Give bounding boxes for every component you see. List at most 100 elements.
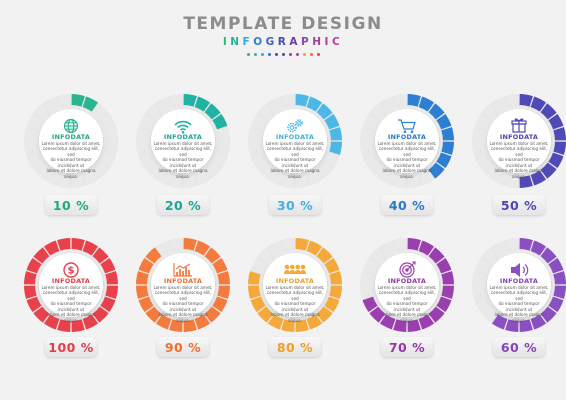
percent-pill xyxy=(157,337,209,357)
percent-label: 60 % xyxy=(500,340,538,355)
progress-segment-empty xyxy=(505,238,519,251)
percent-label: 30 % xyxy=(276,198,314,213)
target-icon xyxy=(399,261,416,278)
progress-segment-empty xyxy=(267,240,284,256)
description-line: consectetur adipiscing elit, sed xyxy=(154,146,212,157)
progress-segment-empty xyxy=(105,127,118,141)
color-dot xyxy=(274,53,278,56)
progress-segment-filled xyxy=(379,314,396,330)
inner-card xyxy=(375,109,439,173)
progress-segment-empty xyxy=(57,175,71,188)
description-line: Lorem ipsum dolor sit amet, xyxy=(377,284,437,290)
progress-segment-empty xyxy=(145,162,162,179)
progress-segment-filled xyxy=(138,296,154,313)
progress-segment-empty xyxy=(82,170,99,186)
color-dot xyxy=(260,53,264,56)
progress-segment-empty xyxy=(71,175,85,188)
progress-segment-filled xyxy=(212,296,228,313)
inner-card xyxy=(487,253,551,317)
progress-segment-empty xyxy=(481,162,498,179)
progress-segment-filled xyxy=(155,314,172,330)
inner-card xyxy=(263,109,327,173)
progress-segment-empty xyxy=(472,141,485,155)
progress-segment-filled xyxy=(204,103,221,120)
description-line: consectetur adipiscing elit, sed xyxy=(490,290,548,301)
description-line: Lorem ipsum dolor sit amet, xyxy=(265,284,325,290)
progress-segment-filled xyxy=(306,240,323,256)
description-line: Lorem ipsum dolor sit amet, xyxy=(489,284,549,290)
progress-segment-filled xyxy=(43,314,60,330)
progress-segment-filled xyxy=(436,257,452,274)
progress-segment-filled xyxy=(548,152,564,169)
progress-segment-empty xyxy=(369,247,386,264)
progress-segment-empty xyxy=(481,103,498,120)
infodata-card-gears xyxy=(248,94,342,215)
progress-segment-filled xyxy=(183,319,197,332)
progress-segment-filled xyxy=(407,94,421,107)
progress-segment-filled xyxy=(441,271,454,285)
percent-pill xyxy=(493,195,545,215)
color-dot xyxy=(295,53,299,56)
color-dot xyxy=(246,53,250,56)
percent-label: 40 % xyxy=(388,198,426,213)
progress-segment-filled xyxy=(324,257,340,274)
progress-segment-filled xyxy=(281,319,295,332)
progress-segment-filled xyxy=(295,94,309,107)
color-dot xyxy=(309,53,313,56)
progress-segment-filled xyxy=(407,238,421,251)
progress-segment-filled xyxy=(316,247,333,264)
progress-segment-empty xyxy=(379,170,396,186)
progress-segment-empty xyxy=(474,152,490,169)
progress-segment-empty xyxy=(250,152,266,169)
progress-segment-filled xyxy=(436,152,452,169)
progress-segment-filled xyxy=(33,306,50,323)
progress-segment-filled xyxy=(519,238,533,251)
description-line: do eiusmod tempor incididunt ut xyxy=(498,157,540,168)
progress-segment-filled xyxy=(407,319,421,332)
progress-segment-empty xyxy=(248,141,261,155)
progress-segment-filled xyxy=(428,103,445,120)
info-description: Lorem ipsum dolor sit amet, consectetur a… xyxy=(377,285,437,324)
percent-pill xyxy=(45,337,97,357)
progress-segment-empty xyxy=(481,247,498,264)
gears-icon xyxy=(287,119,303,133)
info-title: INFODATA xyxy=(163,277,203,285)
progress-segment-filled xyxy=(57,238,71,251)
info-title: INFODATA xyxy=(51,277,91,285)
progress-segment-empty xyxy=(491,240,508,256)
infodata-card-chart xyxy=(136,238,230,357)
color-dot xyxy=(316,53,320,56)
description-line: consectetur adipiscing elit, sed xyxy=(42,146,100,157)
progress-segment-filled xyxy=(553,285,566,299)
progress-segment-filled xyxy=(491,314,508,330)
progress-segment-filled xyxy=(306,96,323,112)
progress-segment-filled xyxy=(105,285,118,299)
progress-segment-empty xyxy=(155,170,172,186)
description-line: Lorem ipsum dolor sit amet, xyxy=(41,284,101,290)
progress-segment-filled xyxy=(329,271,342,285)
progress-segment-filled xyxy=(428,247,445,264)
progress-segment-empty xyxy=(136,141,149,155)
progress-segment-filled xyxy=(530,314,547,330)
progress-segment-empty xyxy=(324,152,340,169)
progress-segment-filled xyxy=(418,240,435,256)
progress-segment-filled xyxy=(26,257,42,274)
page-subtitle: INFOGRAPHIC xyxy=(222,36,344,48)
progress-segment-empty xyxy=(105,141,118,155)
color-dot xyxy=(302,53,306,56)
progress-segment-empty xyxy=(316,162,333,179)
progress-segment-filled xyxy=(329,141,342,155)
description-line: do eiusmod tempor incididunt ut xyxy=(50,157,92,168)
percent-label: 70 % xyxy=(388,340,426,355)
progress-segment-filled xyxy=(194,240,211,256)
progress-segment-filled xyxy=(138,257,154,274)
progress-segment-filled xyxy=(505,319,519,332)
gift-icon xyxy=(511,118,527,133)
info-description: Lorem ipsum dolor sit amet, consectetur a… xyxy=(265,141,325,180)
progress-segment-filled xyxy=(519,94,533,107)
progress-segment-filled xyxy=(194,314,211,330)
progress-segment-empty xyxy=(257,162,274,179)
percent-pill xyxy=(45,195,97,215)
progress-segment-empty xyxy=(491,170,508,186)
progress-segment-empty xyxy=(295,175,309,188)
